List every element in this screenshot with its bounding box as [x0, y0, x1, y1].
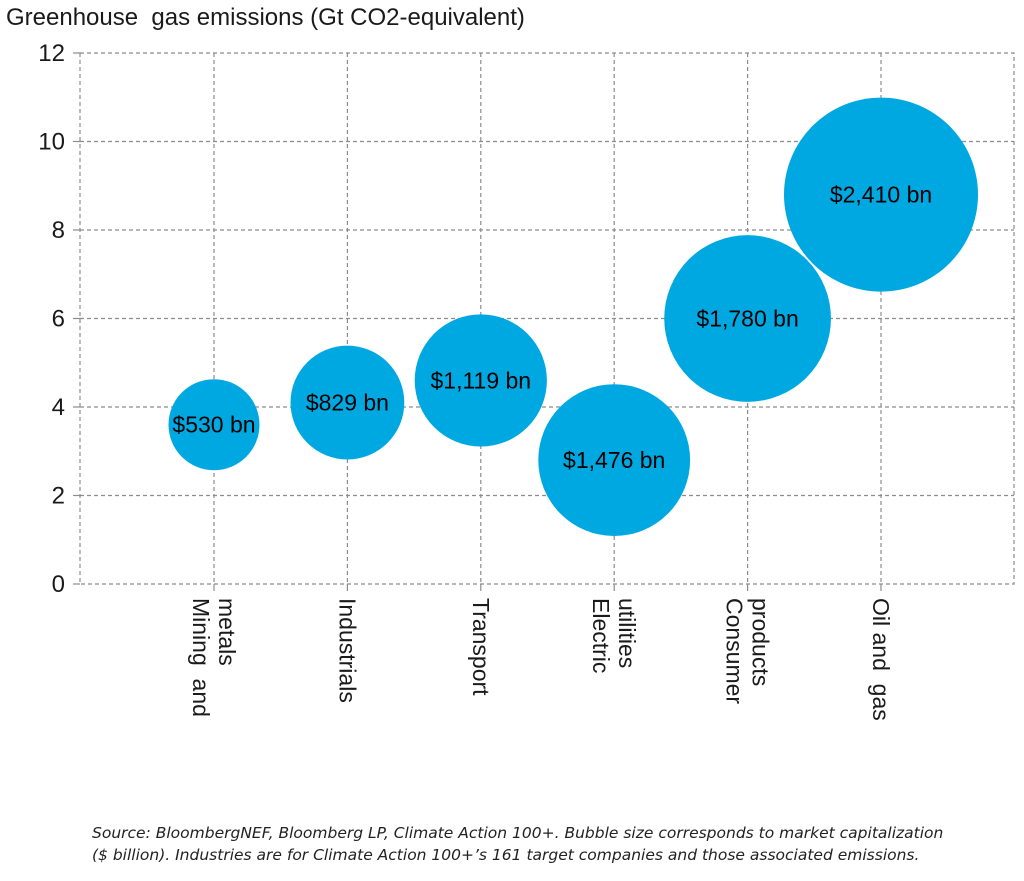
bubble [784, 97, 978, 292]
y-tick-label: 0 [52, 571, 65, 598]
y-tick-label: 6 [52, 306, 65, 333]
x-category-label: Transport [468, 598, 494, 696]
bubble [538, 384, 691, 537]
x-category-label-line: metals [214, 598, 240, 666]
source-line-2: ($ billion). Industries are for Climate … [92, 846, 920, 865]
x-category-label-line: utilities [614, 598, 640, 668]
x-category-label: Electric utilities [588, 598, 640, 673]
x-category-label-line: Mining and [188, 598, 214, 717]
source-line-1: Source: BloombergNEF, Bloomberg LP, Clim… [92, 824, 944, 842]
bubble-label: $1,119 bn [430, 367, 531, 393]
x-category-label: Industrials [334, 598, 360, 703]
x-category-label-line: products [748, 598, 774, 686]
x-category-label-line: Consumer [722, 598, 748, 704]
y-tick-label: 2 [52, 483, 65, 510]
source-note: Source: BloombergNEF, Bloomberg LP, Clim… [92, 822, 1012, 867]
bubble-label: $530 bn [172, 412, 255, 438]
y-tick-label: 12 [38, 40, 65, 67]
bubble-label: $2,410 bn [830, 182, 932, 208]
bubble-label: $1,476 bn [563, 447, 665, 473]
bubble [414, 314, 547, 447]
x-category-label: Mining and metals [188, 598, 240, 717]
bubble [290, 345, 405, 460]
bubble [664, 235, 831, 402]
bubble [168, 379, 260, 471]
y-tick-label: 10 [38, 129, 65, 156]
bubble-label: $1,780 bn [696, 306, 798, 332]
y-tick-label: 4 [52, 394, 65, 421]
x-category-label-line: Industrials [334, 598, 360, 703]
y-axis-title: Greenhouse gas emissions (Gt CO2-equival… [6, 4, 525, 31]
y-tick-label: 8 [52, 217, 65, 244]
x-category-label-line: Oil and gas [868, 598, 894, 721]
x-category-label-line: Electric [588, 598, 614, 673]
x-category-label-line: Transport [468, 598, 494, 696]
bubble-chart: 0 2 4 6 8 10 12 $530 bn $829 bn $1,119 bn $1,476 b… [38, 40, 1015, 721]
x-category-label: Oil and gas [868, 598, 894, 721]
bubble-label: $829 bn [306, 390, 389, 416]
x-category-label: Consumer products [722, 598, 774, 704]
